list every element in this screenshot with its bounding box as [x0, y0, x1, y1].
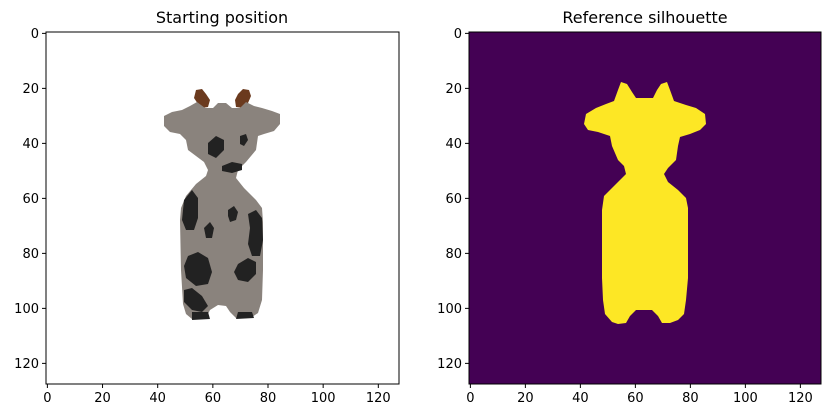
panel-title: Starting position: [156, 8, 288, 27]
panel-title: Reference silhouette: [562, 8, 727, 27]
cow-spot: [192, 312, 210, 320]
y-tick-label: 80: [22, 247, 39, 262]
cow-spot: [228, 206, 238, 222]
cow-spot: [240, 134, 248, 146]
cow-spot: [222, 162, 242, 173]
cow-silhouette: [584, 82, 706, 324]
y-axis: 0 20 40 60 80 100 120: [437, 27, 469, 372]
y-axis: 0 20 40 60 80 100 120: [14, 27, 46, 372]
cow-spot: [236, 312, 254, 319]
y-tick-label: 20: [22, 82, 39, 97]
y-tick-label: 20: [445, 82, 462, 97]
x-tick-label: 120: [788, 391, 813, 406]
y-tick-label: 60: [22, 192, 39, 207]
cow-spot: [182, 190, 198, 230]
x-tick-label: 20: [517, 391, 534, 406]
x-tick-label: 40: [572, 391, 589, 406]
y-tick-label: 100: [437, 302, 462, 317]
x-tick-label: 20: [94, 391, 111, 406]
y-tick-label: 120: [14, 357, 39, 372]
y-tick-label: 40: [22, 137, 39, 152]
y-tick-label: 80: [445, 247, 462, 262]
cow-image: [164, 89, 280, 320]
x-tick-label: 40: [149, 391, 166, 406]
cow-spot: [184, 288, 208, 312]
x-axis: 0 20 40 60 80 100 120: [43, 384, 391, 406]
panel-reference-silhouette: Reference silhouette 0 20 40 60 80 100 120 0 20…: [437, 8, 822, 406]
x-tick-label: 80: [260, 391, 277, 406]
y-tick-label: 40: [445, 137, 462, 152]
x-tick-label: 60: [627, 391, 644, 406]
panel-starting-position: Starting position 0 20 40 60 80 100 120 0 20 40 6…: [14, 8, 400, 406]
y-tick-label: 60: [445, 192, 462, 207]
y-tick-label: 100: [14, 302, 39, 317]
x-tick-label: 100: [733, 391, 758, 406]
axes-frame: [468, 31, 822, 385]
x-tick-label: 60: [205, 391, 222, 406]
y-tick-label: 0: [454, 27, 462, 42]
x-tick-label: 100: [311, 391, 336, 406]
cow-spot: [234, 258, 256, 282]
cow-spot: [204, 222, 214, 238]
x-tick-label: 80: [682, 391, 699, 406]
y-tick-label: 120: [437, 357, 462, 372]
cow-spot: [184, 252, 212, 286]
x-tick-label: 120: [366, 391, 391, 406]
x-axis: 0 20 40 60 80 100 120: [466, 384, 813, 406]
cow-spot: [248, 210, 263, 256]
y-tick-label: 0: [31, 27, 39, 42]
cow-spot: [208, 136, 224, 158]
x-tick-label: 0: [43, 391, 51, 406]
axes-frame: [45, 31, 400, 385]
x-tick-label: 0: [466, 391, 474, 406]
